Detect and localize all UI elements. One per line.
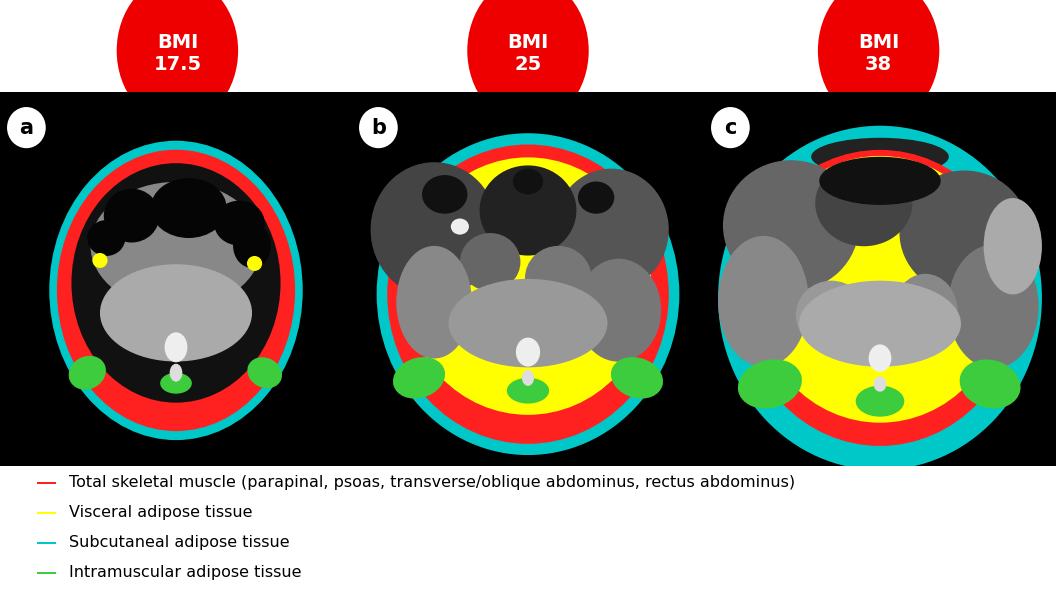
Ellipse shape (459, 233, 521, 291)
Ellipse shape (422, 175, 468, 214)
Ellipse shape (553, 169, 668, 291)
Ellipse shape (92, 253, 108, 268)
Ellipse shape (754, 156, 1005, 423)
Ellipse shape (479, 165, 577, 255)
Ellipse shape (960, 359, 1020, 409)
Ellipse shape (796, 281, 867, 349)
Ellipse shape (371, 162, 497, 298)
Ellipse shape (718, 236, 809, 366)
Ellipse shape (799, 281, 961, 366)
Ellipse shape (91, 182, 262, 309)
Ellipse shape (983, 198, 1042, 295)
Bar (704, 92, 1056, 466)
Ellipse shape (525, 246, 591, 310)
Ellipse shape (377, 133, 679, 455)
Ellipse shape (393, 357, 445, 399)
Ellipse shape (900, 170, 1029, 295)
Ellipse shape (578, 182, 615, 214)
Ellipse shape (815, 160, 912, 247)
Ellipse shape (233, 223, 271, 268)
Ellipse shape (507, 378, 549, 403)
Ellipse shape (161, 373, 192, 394)
Ellipse shape (723, 160, 859, 291)
Ellipse shape (451, 219, 469, 235)
Ellipse shape (247, 357, 282, 388)
Ellipse shape (855, 386, 904, 416)
Ellipse shape (100, 264, 252, 362)
Ellipse shape (577, 259, 661, 362)
Bar (0, 92, 352, 466)
Bar (37, 482, 56, 484)
Ellipse shape (740, 150, 1019, 446)
Ellipse shape (116, 0, 239, 124)
Ellipse shape (513, 169, 543, 194)
Ellipse shape (611, 357, 663, 399)
Ellipse shape (449, 279, 607, 367)
Ellipse shape (817, 0, 940, 124)
Ellipse shape (50, 141, 303, 440)
Ellipse shape (873, 376, 886, 391)
Text: Subcutaneal adipose tissue: Subcutaneal adipose tissue (69, 535, 289, 550)
Ellipse shape (819, 157, 941, 205)
Bar (352, 92, 704, 466)
Ellipse shape (103, 189, 159, 242)
Ellipse shape (404, 157, 652, 415)
Bar (37, 572, 56, 574)
Ellipse shape (72, 163, 281, 403)
Circle shape (7, 107, 45, 148)
Ellipse shape (214, 201, 265, 245)
Ellipse shape (811, 138, 949, 176)
Ellipse shape (57, 150, 295, 431)
Text: Total skeletal muscle (parapinal, psoas, transverse/oblique abdominus, rectus ab: Total skeletal muscle (parapinal, psoas,… (69, 475, 795, 490)
Text: BMI
17.5: BMI 17.5 (153, 33, 202, 74)
Ellipse shape (88, 220, 126, 256)
Ellipse shape (161, 182, 191, 213)
Text: BMI
38: BMI 38 (857, 33, 900, 74)
Ellipse shape (738, 359, 802, 409)
Ellipse shape (869, 345, 891, 372)
Text: Visceral adipose tissue: Visceral adipose tissue (69, 505, 252, 520)
Circle shape (711, 107, 750, 148)
Text: BMI
25: BMI 25 (507, 33, 549, 74)
Circle shape (359, 107, 398, 148)
Text: a: a (19, 118, 34, 138)
Ellipse shape (388, 144, 668, 444)
Ellipse shape (396, 246, 472, 359)
Ellipse shape (522, 370, 534, 386)
Text: c: c (724, 118, 737, 138)
Bar (37, 542, 56, 544)
Ellipse shape (69, 356, 106, 390)
Ellipse shape (948, 245, 1039, 368)
Text: b: b (371, 118, 385, 138)
Ellipse shape (893, 274, 958, 349)
Text: Intramuscular adipose tissue: Intramuscular adipose tissue (69, 565, 301, 580)
Ellipse shape (516, 337, 540, 366)
Ellipse shape (170, 364, 183, 382)
Bar (37, 512, 56, 514)
Ellipse shape (467, 0, 589, 124)
Ellipse shape (151, 178, 227, 238)
Ellipse shape (247, 256, 262, 271)
Ellipse shape (165, 332, 187, 362)
Ellipse shape (718, 126, 1042, 470)
